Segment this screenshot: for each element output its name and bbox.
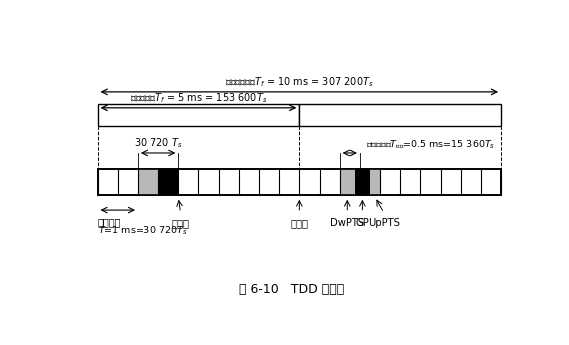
Bar (98, 104, 299, 126)
Text: 一个无线帧：$T_f$ = 10 ms = 307 200$T_s$: 一个无线帧：$T_f$ = 10 ms = 307 200$T_s$ (225, 75, 374, 89)
Text: 一个子帧: 一个子帧 (98, 217, 121, 227)
Bar (340, 169, 355, 196)
Text: 转换点: 转换点 (290, 218, 308, 228)
Text: 一个时隙：$T_{时隙}$=0.5 ms=15 360$T_s$: 一个时隙：$T_{时隙}$=0.5 ms=15 360$T_s$ (366, 138, 496, 150)
Bar (98, 169, 501, 196)
Bar (355, 169, 370, 196)
Bar (98, 169, 501, 196)
Text: 一个半帧：$T_f$ = 5 ms = 153 600$T_s$: 一个半帧：$T_f$ = 5 ms = 153 600$T_s$ (130, 91, 267, 105)
Text: $T$=1 ms=30 720$T_s$: $T$=1 ms=30 720$T_s$ (98, 225, 187, 237)
Text: 图 6-10   TDD 帧结构: 图 6-10 TDD 帧结构 (239, 284, 344, 296)
Bar (370, 169, 380, 196)
Text: 30 720 $T_s$: 30 720 $T_s$ (134, 136, 183, 150)
Text: 转换点: 转换点 (171, 218, 189, 228)
Bar (158, 169, 178, 196)
Text: DwPTS: DwPTS (330, 218, 364, 228)
Text: GP: GP (356, 218, 369, 228)
Bar (299, 104, 501, 126)
Text: UpPTS: UpPTS (368, 218, 400, 228)
Bar (138, 169, 158, 196)
